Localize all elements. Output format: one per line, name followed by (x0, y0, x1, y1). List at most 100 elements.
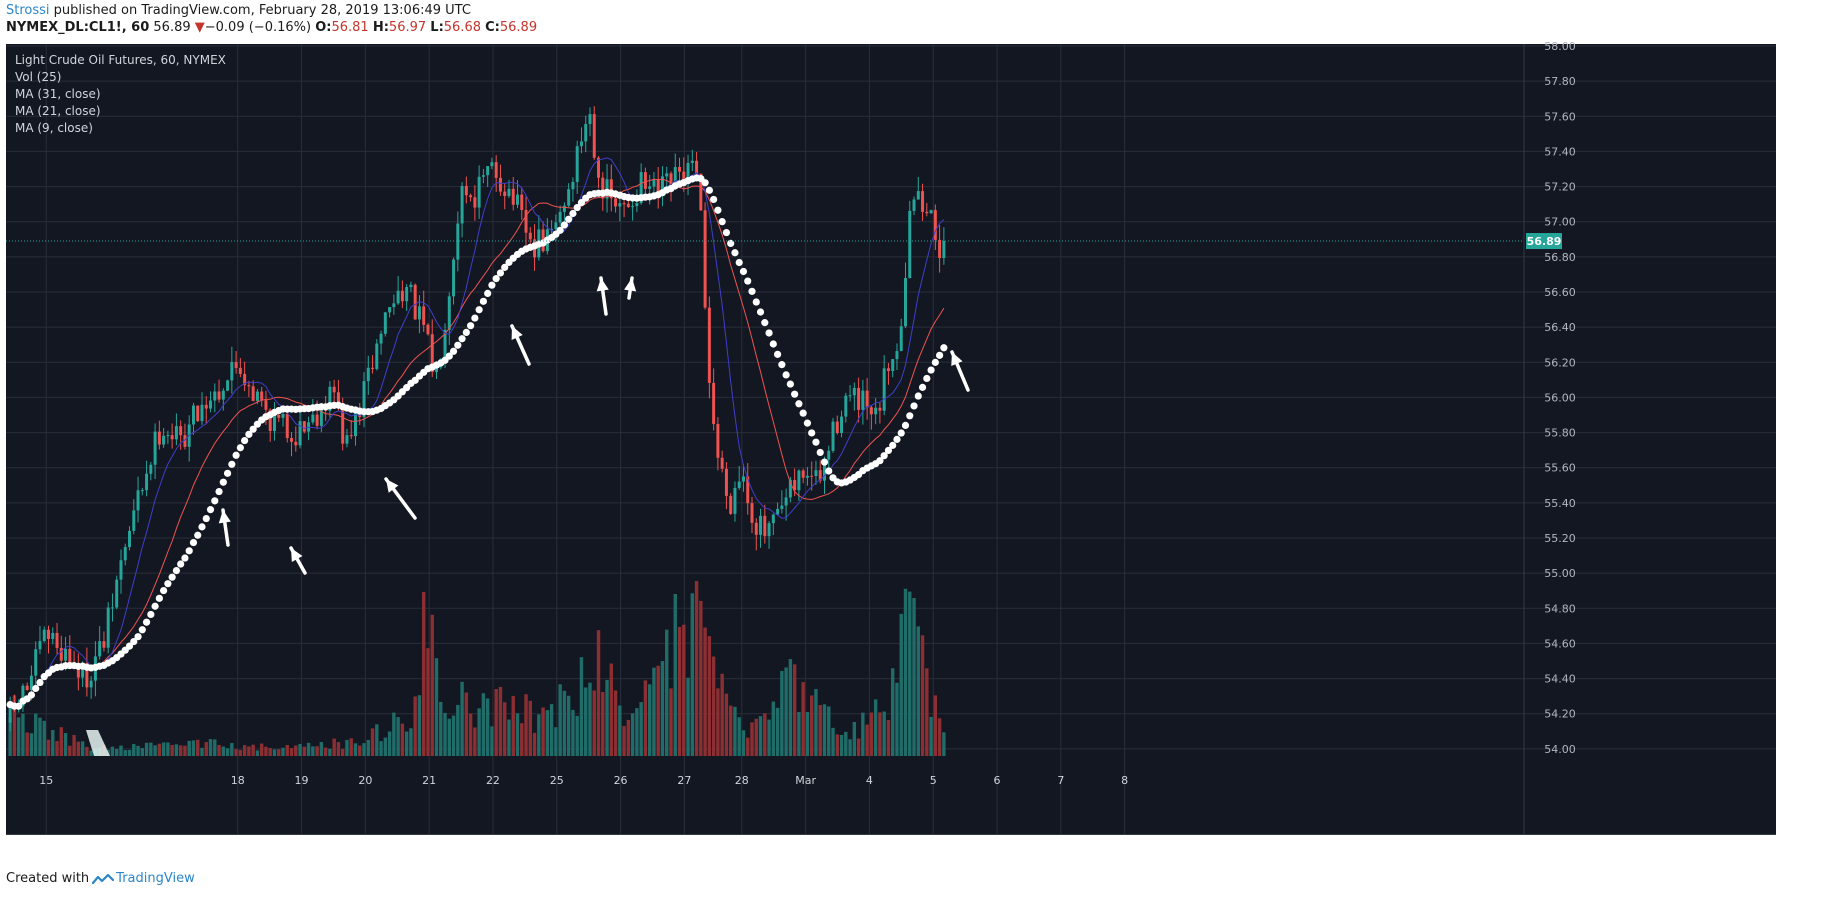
ma31-dot (825, 467, 833, 475)
arrow-head (291, 548, 303, 562)
candle-body (861, 390, 865, 410)
volume-bar (174, 744, 179, 756)
candle-body (631, 206, 635, 208)
volume-bar (758, 716, 763, 756)
ma31-dot (914, 392, 922, 400)
candle-body (281, 413, 285, 418)
candle-body (869, 407, 873, 415)
ma31-dot (198, 523, 206, 531)
candle-body (157, 431, 161, 445)
volume-bar (443, 712, 447, 756)
ma31-dot (880, 452, 888, 460)
volume-bar (315, 746, 319, 756)
candle-body (503, 191, 507, 197)
ma31-dot (467, 322, 475, 330)
ma31-dot (245, 430, 253, 438)
volume-bar (302, 746, 307, 756)
ma31-dot (923, 374, 931, 383)
volume-bar (68, 745, 72, 756)
volume-bar (481, 693, 486, 756)
time-tick-label: 21 (422, 774, 436, 787)
candle-body (136, 490, 140, 511)
ma31-dot (799, 409, 807, 417)
ma31-dot (778, 361, 786, 369)
ma31-dot (701, 179, 709, 187)
price-tick-label: 55.00 (1544, 567, 1576, 580)
volume-bar (844, 731, 848, 756)
price-tick-label: 54.00 (1544, 743, 1576, 756)
volume-bar (25, 732, 29, 756)
price-axis[interactable]: 58.00 57.80 57.60 57.40 57.20 57.00 56.80 56.60… (1523, 42, 1576, 834)
volume-bar (319, 742, 324, 756)
volume-bar (831, 727, 835, 756)
volume-bar (882, 711, 886, 756)
candle-body (618, 203, 622, 207)
ma31-dot (765, 329, 773, 337)
candle-body (366, 367, 370, 382)
candle-body (759, 515, 763, 535)
tradingview-logo-icon (92, 873, 115, 884)
ma31-dot (560, 221, 569, 229)
candle-body (609, 179, 613, 199)
volume-bar (520, 723, 524, 756)
volume-bar (711, 656, 716, 756)
candle-body (98, 641, 102, 657)
candle-body (678, 167, 682, 172)
volume-bar (925, 668, 929, 756)
ma31-dot (181, 554, 189, 562)
candle-body (776, 508, 780, 515)
candle-body (652, 179, 656, 187)
volume-bar (537, 714, 541, 756)
candle-body (260, 391, 264, 401)
volume-bar (51, 729, 55, 756)
volume-bar (908, 591, 912, 756)
tradingview-link[interactable]: TradingView (116, 871, 195, 886)
candle-body (558, 211, 562, 223)
created-with-text: Created with (6, 871, 90, 886)
volume-bar (682, 624, 686, 756)
time-axis[interactable]: 15 18 19 20 21 22 25 26 27 28 Mar 4 5 6 7 8 (39, 774, 1128, 787)
ma31-dot (820, 458, 829, 466)
candle-body (290, 437, 294, 442)
candle-body (737, 481, 741, 488)
time-tick-label: 27 (677, 774, 691, 787)
volume-bar (775, 707, 780, 756)
price-tick-label: 58.00 (1544, 42, 1576, 53)
candle-body (643, 172, 647, 189)
candle-body (272, 414, 276, 432)
ma31-dots (6, 174, 948, 710)
candle-body (712, 382, 716, 424)
volume-bar (183, 745, 187, 756)
candle-body (780, 505, 784, 509)
time-tick-label: 18 (231, 774, 245, 787)
legend-ma21: MA (21, close) (15, 104, 101, 118)
price-tick-label: 54.80 (1544, 602, 1576, 615)
volume-bar (409, 728, 413, 756)
volume-bar (490, 726, 494, 756)
price-tick-label: 56.00 (1544, 391, 1576, 404)
volume-bar (242, 745, 247, 756)
volume-bar (792, 664, 797, 756)
author-link[interactable]: Strossi (6, 3, 50, 18)
ma31-dot (752, 298, 760, 306)
volume-bar (588, 682, 592, 756)
ma31-dot (556, 226, 564, 234)
price-tick-label: 54.60 (1544, 637, 1576, 650)
volume-bar (379, 741, 383, 756)
price-chart[interactable]: 58.00 57.80 57.60 57.40 57.20 57.00 56.80 56.60… (0, 42, 1828, 862)
volume-bar (80, 741, 85, 756)
volume-bar (545, 710, 550, 756)
candle-body (264, 400, 268, 410)
volume-bar (110, 746, 115, 756)
volume-bar (763, 713, 767, 756)
volume-bar (886, 720, 891, 756)
ma31-dot (927, 366, 935, 374)
volume-bar (34, 713, 38, 756)
candle-body (307, 422, 311, 432)
ma31-dot (795, 400, 803, 408)
ma31-dot (202, 514, 210, 523)
candle-body (405, 287, 409, 302)
candle-body (614, 198, 618, 207)
volume-bar (298, 743, 302, 756)
candle-body (669, 173, 673, 187)
